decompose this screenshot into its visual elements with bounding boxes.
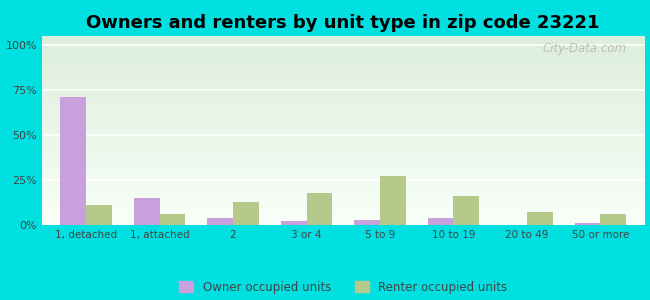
Bar <box>380 176 406 225</box>
Bar <box>307 193 332 225</box>
Bar <box>60 97 86 225</box>
Text: City-Data.com: City-Data.com <box>542 42 627 55</box>
Title: Owners and renters by unit type in zip code 23221: Owners and renters by unit type in zip c… <box>86 14 600 32</box>
Bar <box>207 218 233 225</box>
Bar <box>428 218 454 225</box>
Bar <box>86 205 112 225</box>
Bar <box>134 198 160 225</box>
Bar <box>160 214 185 225</box>
Legend: Owner occupied units, Renter occupied units: Owner occupied units, Renter occupied un… <box>174 276 512 298</box>
Bar <box>454 196 479 225</box>
Bar <box>233 202 259 225</box>
Bar <box>575 223 601 225</box>
Bar <box>601 214 626 225</box>
Bar <box>527 212 552 225</box>
Bar <box>354 220 380 225</box>
Bar <box>281 221 307 225</box>
